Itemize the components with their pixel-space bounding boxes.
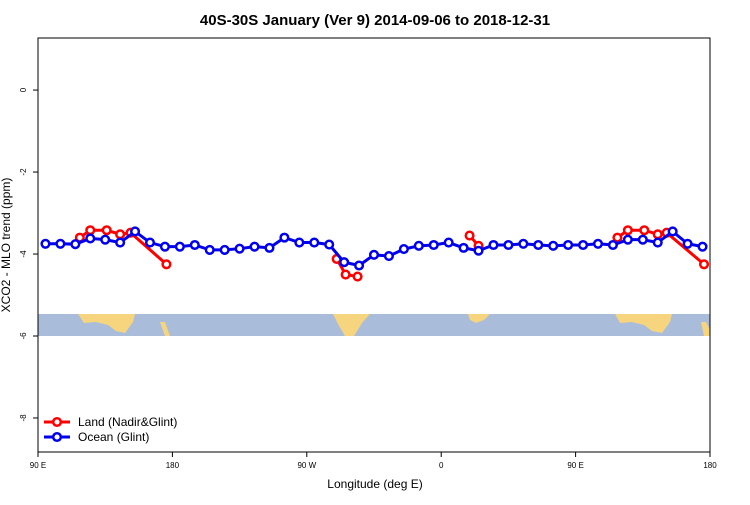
- data-point: [518, 238, 529, 249]
- x-tick-label: 180: [166, 461, 180, 470]
- data-point: [309, 237, 320, 248]
- data-point: [368, 249, 380, 260]
- data-point: [340, 269, 351, 280]
- data-point: [161, 259, 172, 270]
- x-tick-label: 90 E: [30, 461, 46, 470]
- data-point: [249, 241, 260, 252]
- data-point: [40, 238, 51, 249]
- data-point: [144, 237, 156, 248]
- data-point: [464, 230, 475, 241]
- legend-marker: [51, 416, 63, 428]
- legend: Land (Nadir&Glint)Ocean (Glint): [44, 415, 177, 444]
- legend-label: Land (Nadir&Glint): [78, 415, 177, 429]
- data-point: [503, 239, 514, 251]
- series-line: [45, 229, 703, 268]
- data-point: [70, 239, 81, 250]
- x-tick-label: 180: [703, 461, 717, 470]
- data-point: [533, 239, 544, 251]
- data-point: [264, 242, 275, 253]
- map-strip: [38, 314, 710, 336]
- data-point: [100, 234, 111, 245]
- data-point: [279, 232, 290, 243]
- data-point: [488, 239, 499, 251]
- data-point: [563, 239, 574, 251]
- data-point: [85, 233, 96, 244]
- data-point: [667, 226, 678, 237]
- data-point: [324, 239, 335, 250]
- data-point: [682, 238, 693, 249]
- data-point: [548, 240, 559, 251]
- data-point: [612, 232, 623, 243]
- data-point: [339, 257, 350, 268]
- data-point: [130, 226, 141, 237]
- data-point: [637, 234, 648, 245]
- x-axis-label: Longitude (deg E): [327, 477, 422, 491]
- x-tick-label: 90 E: [567, 461, 583, 470]
- data-point: [115, 229, 126, 240]
- data-point: [159, 241, 170, 252]
- data-point: [592, 238, 604, 249]
- data-point: [352, 271, 363, 282]
- data-point: [639, 225, 650, 236]
- chart-title: 40S-30S January (Ver 9) 2014-09-06 to 20…: [200, 12, 550, 29]
- data-point: [354, 260, 365, 271]
- data-point: [398, 244, 409, 255]
- data-point: [383, 251, 394, 262]
- data-point: [622, 234, 633, 245]
- data-point: [697, 241, 708, 252]
- data-point: [101, 225, 112, 236]
- data-point: [85, 225, 96, 236]
- data-point: [652, 229, 663, 240]
- plot-frame: [37, 37, 711, 453]
- x-tick-label: 0: [439, 461, 444, 470]
- y-tick-label: -8: [19, 414, 28, 422]
- data-point: [458, 242, 469, 253]
- data-point: [413, 240, 424, 251]
- data-point: [443, 237, 454, 248]
- data-point: [698, 259, 710, 270]
- y-tick-label: -6: [19, 332, 28, 340]
- data-point: [607, 239, 618, 251]
- legend-label: Ocean (Glint): [78, 430, 149, 444]
- y-tick-label: 0: [19, 87, 28, 92]
- data-point: [115, 237, 126, 248]
- data-point: [219, 244, 230, 255]
- data-point: [428, 239, 439, 251]
- data-point: [189, 239, 200, 251]
- data-point: [578, 239, 589, 251]
- x-tick-label: 90 W: [297, 461, 316, 470]
- y-tick-label: -2: [19, 168, 28, 176]
- data-point: [234, 243, 245, 254]
- y-axis-label: XCO2 - MLO trend (ppm): [0, 178, 13, 313]
- data-point: [473, 245, 484, 256]
- y-tick-label: -4: [19, 250, 28, 258]
- data-point: [622, 225, 633, 236]
- data-point: [652, 237, 663, 248]
- data-point: [55, 238, 66, 249]
- legend-marker: [51, 431, 63, 443]
- data-point: [174, 241, 185, 252]
- data-point: [294, 237, 305, 248]
- data-point: [204, 244, 215, 255]
